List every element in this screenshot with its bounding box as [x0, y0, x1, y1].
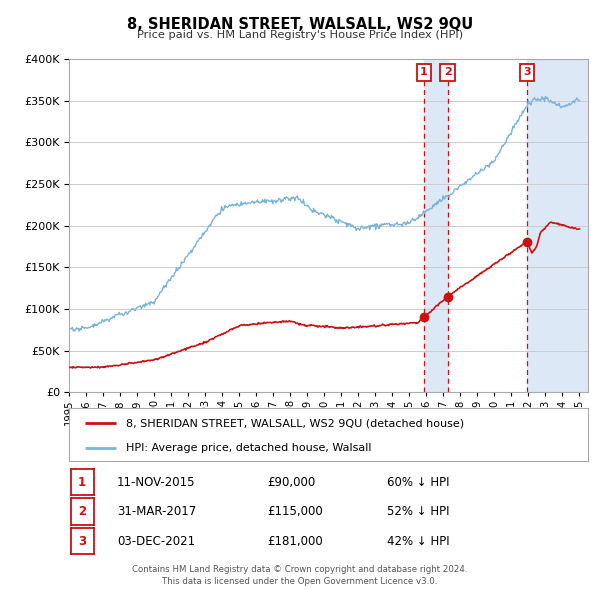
Text: 8, SHERIDAN STREET, WALSALL, WS2 9QU: 8, SHERIDAN STREET, WALSALL, WS2 9QU: [127, 17, 473, 31]
Text: 8, SHERIDAN STREET, WALSALL, WS2 9QU (detached house): 8, SHERIDAN STREET, WALSALL, WS2 9QU (de…: [126, 418, 464, 428]
Text: 1: 1: [78, 476, 86, 489]
Text: Contains HM Land Registry data © Crown copyright and database right 2024.
This d: Contains HM Land Registry data © Crown c…: [132, 565, 468, 586]
Text: 42% ↓ HPI: 42% ↓ HPI: [387, 535, 449, 548]
Text: 1: 1: [420, 67, 428, 77]
Text: 11-NOV-2015: 11-NOV-2015: [117, 476, 196, 489]
Text: 03-DEC-2021: 03-DEC-2021: [117, 535, 195, 548]
Text: £115,000: £115,000: [267, 505, 323, 518]
Text: HPI: Average price, detached house, Walsall: HPI: Average price, detached house, Wals…: [126, 443, 371, 453]
Text: 3: 3: [78, 535, 86, 548]
Text: 3: 3: [523, 67, 531, 77]
Text: 31-MAR-2017: 31-MAR-2017: [117, 505, 196, 518]
Text: £181,000: £181,000: [267, 535, 323, 548]
Text: 52% ↓ HPI: 52% ↓ HPI: [387, 505, 449, 518]
Bar: [527, 59, 588, 392]
Bar: [424, 59, 448, 392]
Text: 2: 2: [78, 505, 86, 518]
Text: 2: 2: [443, 67, 451, 77]
Text: £90,000: £90,000: [267, 476, 315, 489]
Text: 60% ↓ HPI: 60% ↓ HPI: [387, 476, 449, 489]
Text: Price paid vs. HM Land Registry's House Price Index (HPI): Price paid vs. HM Land Registry's House …: [137, 30, 463, 40]
